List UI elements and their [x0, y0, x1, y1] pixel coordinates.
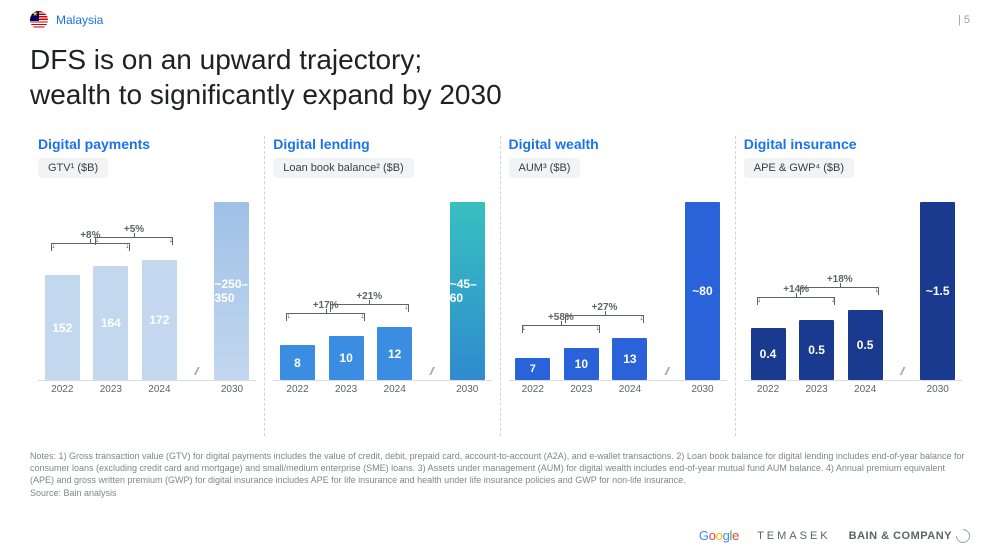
- bar: 12: [377, 327, 412, 380]
- bar-slot: ~45–60: [443, 200, 492, 380]
- panel-title: Digital lending: [273, 136, 491, 152]
- bain-logo: BAIN & COMPANY: [849, 529, 970, 543]
- metric-pill: GTV¹ ($B): [38, 158, 108, 178]
- bar-slot: 0.4: [744, 200, 793, 380]
- x-label: 2024: [135, 381, 184, 398]
- chart-panel: Digital wealthAUM³ ($B)+58%↓↓+27%↓↓71013…: [500, 136, 735, 436]
- bar: ~45–60: [450, 202, 485, 380]
- bar-slot: 0.5: [841, 200, 890, 380]
- country-tag: Malaysia: [30, 11, 103, 29]
- footnotes: Notes: 1) Gross transaction value (GTV) …: [30, 450, 970, 486]
- header: Malaysia | 5: [30, 10, 970, 30]
- bar-slot: 164: [87, 200, 136, 380]
- bar-slot: 152: [38, 200, 87, 380]
- slide-title: DFS is on an upward trajectory; wealth t…: [30, 42, 970, 112]
- bars: 8 10 12 // ~45–60: [273, 200, 491, 380]
- bar: 10: [329, 336, 364, 380]
- source: Source: Bain analysis: [30, 488, 970, 498]
- bar-slot: 13: [606, 200, 655, 380]
- bar: 0.5: [848, 310, 883, 380]
- axis-break: //: [889, 366, 913, 380]
- x-label: 2023: [557, 381, 606, 398]
- bar: 10: [564, 348, 599, 380]
- bar: 7: [515, 358, 550, 380]
- country-name: Malaysia: [56, 13, 103, 27]
- x-label: 2030: [913, 381, 962, 398]
- bars: 7 10 13 // ~80: [509, 200, 727, 380]
- bar: 172: [142, 260, 177, 380]
- x-label: 2030: [443, 381, 492, 398]
- x-label: 2030: [678, 381, 727, 398]
- charts-row: Digital paymentsGTV¹ ($B)+8%↓↓+5%↓↓15216…: [30, 136, 970, 436]
- google-logo: Google: [699, 528, 739, 543]
- bar: ~1.5: [920, 202, 955, 380]
- x-label: 2023: [87, 381, 136, 398]
- bar-slot: ~250–350: [208, 200, 257, 380]
- x-label: 2023: [792, 381, 841, 398]
- bar-slot: 8: [273, 200, 322, 380]
- x-axis: 202220232024 2030: [273, 380, 491, 398]
- panel-title: Digital insurance: [744, 136, 962, 152]
- chart-area: +58%↓↓+27%↓↓71013//~802022202320242030: [509, 188, 727, 398]
- x-label: 2024: [606, 381, 655, 398]
- axis-break: //: [654, 366, 678, 380]
- bar: 0.5: [799, 320, 834, 380]
- bar-slot: ~80: [678, 200, 727, 380]
- x-label: 2023: [322, 381, 371, 398]
- panel-title: Digital wealth: [509, 136, 727, 152]
- bar-slot: 172: [135, 200, 184, 380]
- bar-slot: ~1.5: [913, 200, 962, 380]
- x-label: 2024: [841, 381, 890, 398]
- x-axis: 202220232024 2030: [509, 380, 727, 398]
- bar: ~250–350: [214, 202, 249, 380]
- bar-slot: 0.5: [792, 200, 841, 380]
- axis-break: //: [184, 366, 208, 380]
- chart-panel: Digital paymentsGTV¹ ($B)+8%↓↓+5%↓↓15216…: [30, 136, 264, 436]
- bars: 0.4 0.5 0.5 // ~1.5: [744, 200, 962, 380]
- chart-panel: Digital lendingLoan book balance² ($B)+1…: [264, 136, 499, 436]
- x-label: 2030: [208, 381, 257, 398]
- chart-area: +8%↓↓+5%↓↓152164172//~250–35020222023202…: [38, 188, 256, 398]
- x-label: 2022: [744, 381, 793, 398]
- panel-title: Digital payments: [38, 136, 256, 152]
- bar-slot: 10: [322, 200, 371, 380]
- x-axis: 202220232024 2030: [744, 380, 962, 398]
- bar: ~80: [685, 202, 720, 380]
- page-number: | 5: [958, 14, 970, 26]
- chart-area: +14%↓↓+18%↓↓0.40.50.5//~1.52022202320242…: [744, 188, 962, 398]
- x-label: 2024: [370, 381, 419, 398]
- bar: 8: [280, 345, 315, 380]
- bar-slot: 7: [509, 200, 558, 380]
- metric-pill: APE & GWP⁴ ($B): [744, 158, 854, 178]
- bar: 152: [45, 275, 80, 380]
- temasek-logo: TEMASEK: [757, 530, 831, 542]
- x-label: 2022: [509, 381, 558, 398]
- axis-break: //: [419, 366, 443, 380]
- flag-icon: [30, 11, 48, 29]
- bar: 164: [93, 266, 128, 380]
- bain-swirl-icon: [953, 526, 973, 546]
- bar: 0.4: [751, 328, 786, 380]
- x-label: 2022: [273, 381, 322, 398]
- x-axis: 202220232024 2030: [38, 380, 256, 398]
- slide: Malaysia | 5 DFS is on an upward traject…: [0, 0, 1000, 553]
- x-label: 2022: [38, 381, 87, 398]
- metric-pill: AUM³ ($B): [509, 158, 581, 178]
- footer-logos: Google TEMASEK BAIN & COMPANY: [699, 528, 970, 543]
- bars: 152 164 172 // ~250–350: [38, 200, 256, 380]
- bar-slot: 12: [370, 200, 419, 380]
- metric-pill: Loan book balance² ($B): [273, 158, 413, 178]
- chart-area: +17%↓↓+21%↓↓81012//~45–60202220232024203…: [273, 188, 491, 398]
- bar-slot: 10: [557, 200, 606, 380]
- chart-panel: Digital insuranceAPE & GWP⁴ ($B)+14%↓↓+1…: [735, 136, 970, 436]
- bar: 13: [612, 338, 647, 380]
